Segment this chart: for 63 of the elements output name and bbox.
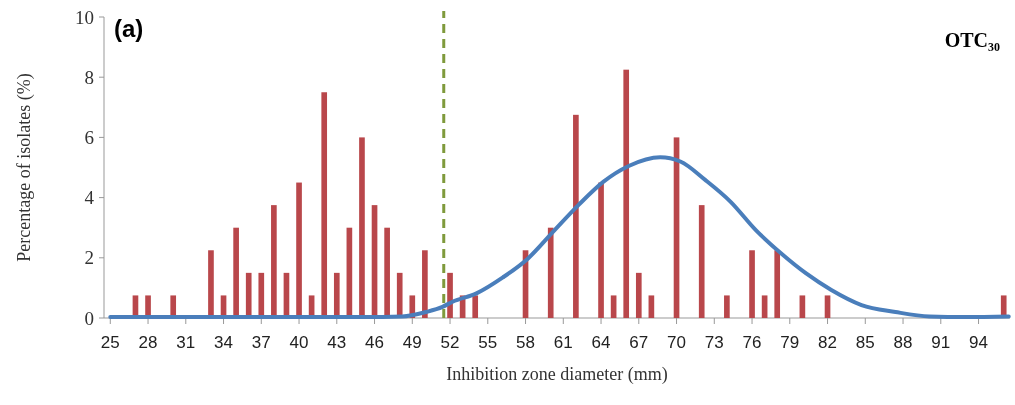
bar <box>333 272 340 318</box>
x-tick-label: 52 <box>440 333 460 352</box>
bar <box>321 92 328 318</box>
chart-title: (a) <box>114 15 144 42</box>
x-tick-label: 94 <box>969 333 988 352</box>
y-tick-label: 6 <box>84 127 94 149</box>
bar <box>761 295 768 318</box>
bar <box>422 250 428 318</box>
x-tick-label: 67 <box>629 333 649 352</box>
bar <box>447 272 453 318</box>
bar <box>635 272 642 318</box>
x-tick-label: 49 <box>402 333 422 352</box>
y-tick-label: 8 <box>84 66 94 88</box>
x-tick-label: 40 <box>289 333 309 352</box>
bar <box>610 295 617 318</box>
line-series <box>108 155 1011 320</box>
x-tick-label: 37 <box>251 333 271 352</box>
bar <box>296 182 302 318</box>
bar <box>359 137 365 318</box>
x-tick-label: 34 <box>214 333 233 352</box>
x-axis-title: Inhibition zone diameter (mm) <box>446 364 668 385</box>
bar <box>824 295 831 318</box>
bar <box>698 205 705 318</box>
x-tick-label: 91 <box>931 333 951 352</box>
x-tick-label: 70 <box>667 333 686 352</box>
x-tick-label: 76 <box>742 333 762 352</box>
x-tick-label: 31 <box>176 333 196 352</box>
bar <box>472 295 479 318</box>
y-axis-title: Percentage of isolates (%) <box>14 73 35 262</box>
bar <box>724 295 730 318</box>
x-tick-label: 79 <box>780 333 800 352</box>
x-tick-label: 64 <box>591 333 611 352</box>
bar <box>623 69 630 318</box>
bar <box>774 250 781 318</box>
bar <box>258 272 265 318</box>
x-tick-label: 58 <box>516 333 535 352</box>
x-tick-label: 73 <box>704 333 724 352</box>
bar <box>648 295 655 318</box>
x-tick-label: 43 <box>327 333 347 352</box>
bar <box>384 227 390 318</box>
x-tick-label: 46 <box>365 333 384 352</box>
bar <box>598 182 604 318</box>
bar <box>271 205 277 318</box>
bar <box>547 227 554 318</box>
y-tick-label: 2 <box>84 247 94 269</box>
x-tick-label: 55 <box>478 333 498 352</box>
bar <box>799 295 806 318</box>
x-tick-label: 88 <box>893 333 913 352</box>
bar <box>396 272 403 318</box>
bar <box>573 114 579 318</box>
x-tick-label: 82 <box>818 333 837 352</box>
annotation: OTC₃₀ <box>944 29 1000 51</box>
bar <box>208 250 214 318</box>
y-tick-label: 0 <box>84 307 94 329</box>
y-tick-label: 10 <box>75 6 94 28</box>
y-tick-label: 4 <box>84 187 95 209</box>
bar <box>233 227 239 318</box>
bar <box>749 250 755 318</box>
bar <box>245 272 252 318</box>
x-tick-label: 25 <box>100 333 120 352</box>
x-tick-label: 28 <box>138 333 158 352</box>
x-tick-label: 61 <box>553 333 573 352</box>
x-tick-label: 85 <box>855 333 875 352</box>
